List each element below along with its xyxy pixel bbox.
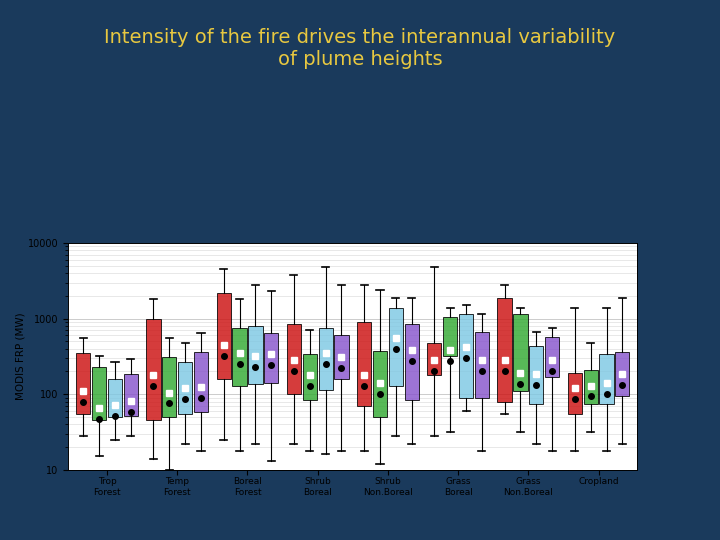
PathPatch shape [92, 367, 106, 421]
PathPatch shape [217, 293, 231, 379]
PathPatch shape [302, 354, 317, 400]
Text: Intensity of the fire drives the interannual variability
of plume heights: Intensity of the fire drives the interan… [104, 28, 616, 69]
PathPatch shape [248, 326, 263, 384]
PathPatch shape [146, 319, 161, 421]
PathPatch shape [357, 322, 372, 406]
Y-axis label: MODIS FRP (MW): MODIS FRP (MW) [15, 313, 25, 400]
PathPatch shape [583, 370, 598, 403]
PathPatch shape [459, 314, 473, 397]
PathPatch shape [567, 373, 582, 414]
PathPatch shape [178, 362, 192, 414]
PathPatch shape [513, 314, 528, 391]
PathPatch shape [373, 351, 387, 417]
PathPatch shape [318, 328, 333, 390]
PathPatch shape [194, 352, 208, 412]
PathPatch shape [529, 346, 544, 403]
PathPatch shape [287, 324, 301, 394]
PathPatch shape [600, 354, 613, 403]
PathPatch shape [76, 353, 90, 414]
PathPatch shape [616, 352, 629, 396]
PathPatch shape [443, 317, 457, 356]
PathPatch shape [334, 335, 348, 379]
PathPatch shape [498, 298, 512, 402]
PathPatch shape [405, 324, 419, 400]
PathPatch shape [545, 337, 559, 377]
PathPatch shape [233, 328, 247, 386]
PathPatch shape [124, 374, 138, 416]
PathPatch shape [162, 357, 176, 417]
PathPatch shape [427, 343, 441, 375]
PathPatch shape [389, 308, 403, 386]
PathPatch shape [264, 333, 279, 383]
PathPatch shape [474, 332, 489, 397]
PathPatch shape [108, 379, 122, 417]
